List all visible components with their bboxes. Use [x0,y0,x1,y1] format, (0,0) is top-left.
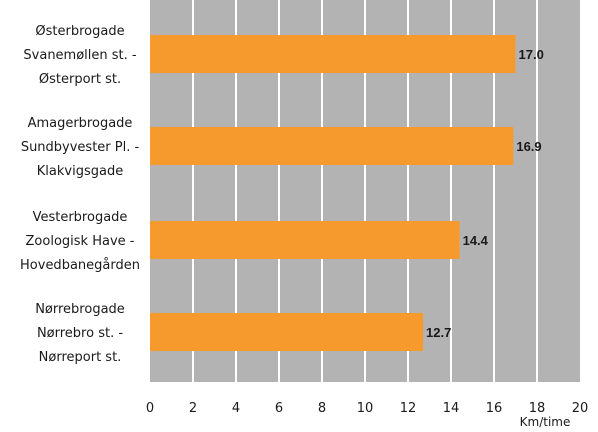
bar [150,221,460,259]
x-tick-label: 14 [443,401,460,416]
value-labels: 17.0 16.9 14.4 12.7 [426,47,544,340]
x-tick-label: 8 [318,401,326,416]
x-axis-title: Km/time [520,415,571,429]
x-tick-label: 6 [275,401,283,416]
category-label: Nørrebrogade [35,302,125,317]
x-tick-label: 18 [529,401,546,416]
x-tick-label: 2 [189,401,197,416]
bar [150,35,516,73]
category-label: Amagerbrogade [28,116,133,131]
category-label: Klakvigsgade [37,164,123,179]
category-label: Svanemøllen st. - [23,48,136,63]
bar-value-label: 12.7 [426,325,451,340]
x-tick-label: 16 [486,401,503,416]
bars [150,35,516,351]
x-tick-label: 12 [400,401,417,416]
category-label: Nørreport st. [39,350,122,365]
x-tick-label: 4 [232,401,240,416]
bar [150,313,424,351]
bar-value-label: 16.9 [516,139,541,154]
x-axis-ticks: 0 2 4 6 8 10 12 14 16 18 20 [146,401,588,416]
category-label: Sundbyvester Pl. - [21,140,140,155]
bar [150,127,514,165]
category-label: Zoologisk Have - [26,234,135,249]
category-label: Østerport st. [39,72,121,87]
x-tick-label: 20 [572,401,589,416]
bar-value-label: 14.4 [463,233,489,248]
x-tick-label: 0 [146,401,154,416]
category-label: Østerbrogade [35,24,124,39]
x-tick-label: 10 [357,401,374,416]
category-labels: Østerbrogade Svanemøllen st. - Østerport s… [20,24,140,365]
category-label: Nørrebro st. - [37,326,123,341]
category-label: Hovedbanegården [20,258,140,273]
bar-value-label: 17.0 [519,47,544,62]
category-label: Vesterbrogade [33,210,128,225]
